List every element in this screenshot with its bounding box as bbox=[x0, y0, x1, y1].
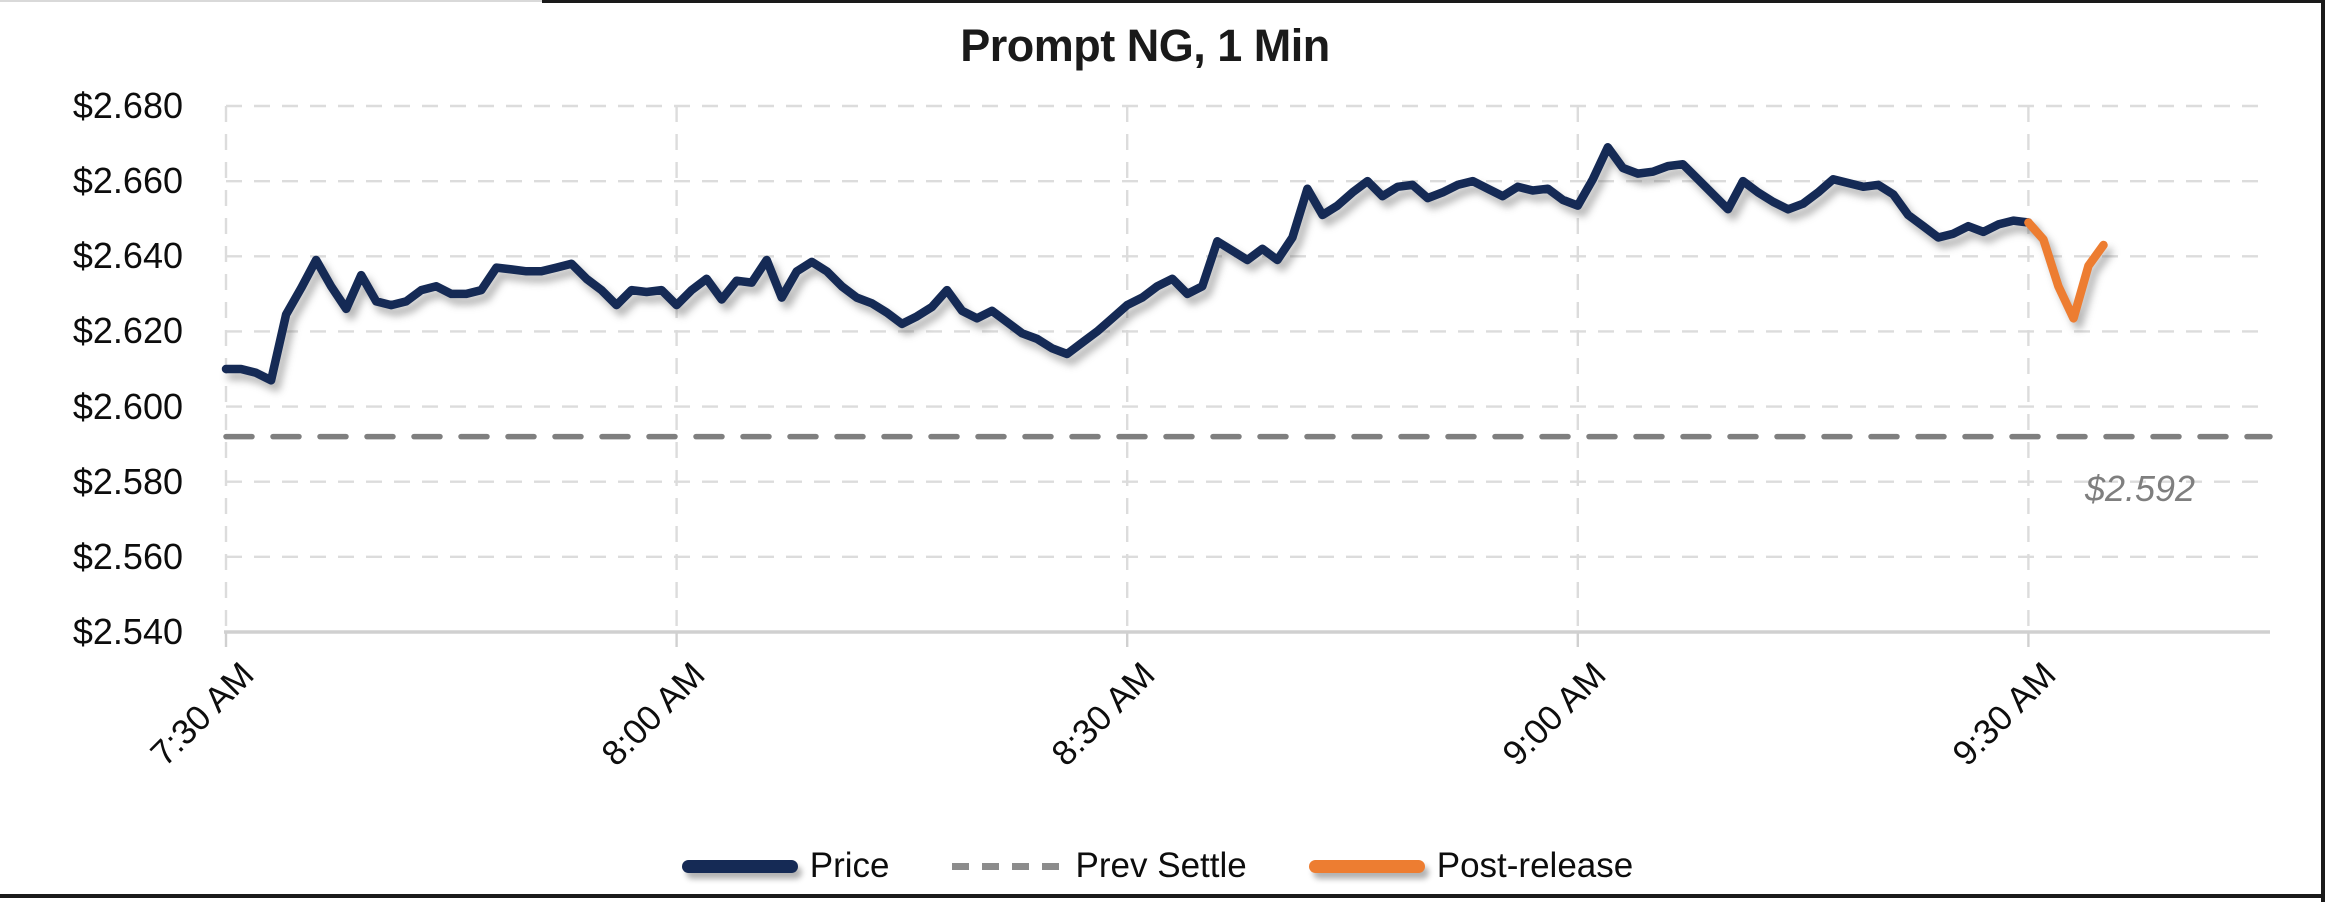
prev-settle-value-label: $2.592 bbox=[2084, 468, 2196, 509]
y-axis-label: $2.680 bbox=[72, 85, 183, 126]
y-axis-label: $2.540 bbox=[72, 611, 183, 652]
y-axis-label: $2.580 bbox=[72, 460, 183, 502]
line-swatch-icon bbox=[681, 859, 798, 873]
legend-label: Prev Settle bbox=[1075, 846, 1247, 885]
top-border bbox=[542, 0, 2325, 3]
price-line bbox=[221, 143, 2033, 385]
chart-title: Prompt NG, 1 Min bbox=[960, 20, 1330, 71]
legend-item-prev-settle: Prev Settle bbox=[951, 846, 1247, 886]
top-border-light bbox=[0, 0, 542, 2]
legend-item-price: Price bbox=[681, 846, 890, 886]
y-axis-label: $2.660 bbox=[72, 160, 183, 202]
y-axis-label: $2.640 bbox=[72, 235, 183, 277]
legend-label: Post-release bbox=[1436, 846, 1634, 885]
legend-label: Price bbox=[809, 846, 890, 885]
line-swatch-icon bbox=[1308, 859, 1425, 873]
right-border bbox=[2321, 0, 2325, 902]
y-axis-label: $2.560 bbox=[72, 535, 183, 577]
post-release-line bbox=[2024, 218, 2108, 323]
y-axis-label: $2.620 bbox=[72, 310, 183, 352]
legend: Price Prev Settle Post-release bbox=[0, 842, 2315, 890]
dashed-line-swatch-icon bbox=[951, 862, 1064, 870]
y-axis-label: $2.600 bbox=[72, 385, 183, 427]
legend-item-post-release: Post-release bbox=[1308, 846, 1634, 886]
bottom-border bbox=[0, 894, 2325, 898]
